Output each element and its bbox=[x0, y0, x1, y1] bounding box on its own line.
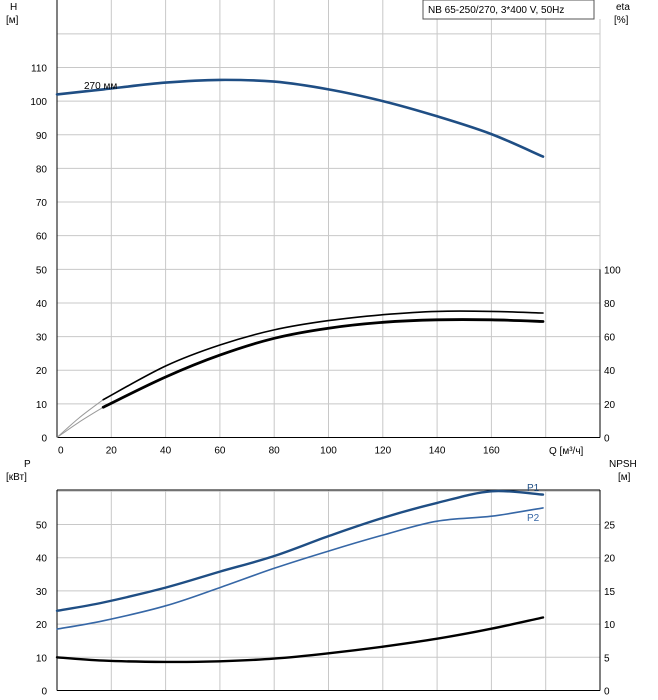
series-label-p1: P1 bbox=[527, 483, 540, 494]
top-plot-grid bbox=[56, 0, 601, 438]
q-tick-label: 40 bbox=[160, 446, 172, 457]
q-tick-label: 120 bbox=[374, 446, 391, 457]
p-axis-unit: [кВт] bbox=[6, 472, 27, 483]
h-axis-title: H bbox=[10, 2, 17, 13]
axes bbox=[56, 0, 601, 691]
q-tick-label: 0 bbox=[58, 446, 64, 457]
curves bbox=[55, 78, 545, 664]
h-tick-label: 40 bbox=[36, 299, 48, 310]
eta-tick-label: 0 bbox=[604, 434, 610, 445]
series-label-p2: P2 bbox=[527, 513, 540, 524]
eta-curve-thin bbox=[102, 310, 544, 401]
npsh-axis-title: NPSH bbox=[609, 459, 637, 470]
p-tick-label: 30 bbox=[36, 587, 48, 598]
h-tick-label: 60 bbox=[36, 232, 48, 243]
npsh-axis-unit: [м] bbox=[618, 472, 631, 483]
h-tick-label: 80 bbox=[36, 164, 48, 175]
p-tick-label: 40 bbox=[36, 554, 48, 565]
p2-curve bbox=[56, 507, 544, 630]
npsh-tick-label: 15 bbox=[604, 587, 616, 598]
eta-axis-unit: [%] bbox=[614, 15, 629, 26]
bottom-plot-grid bbox=[57, 490, 601, 691]
p1-curve bbox=[55, 489, 545, 612]
eta-tick-label: 100 bbox=[604, 265, 621, 276]
eta-lead-line bbox=[56, 406, 104, 438]
npsh-tick-label: 5 bbox=[604, 653, 610, 664]
p-tick-label: 50 bbox=[36, 521, 48, 532]
h-tick-label: 0 bbox=[41, 434, 47, 445]
h-tick-label: 100 bbox=[30, 97, 47, 108]
head-curve-270 bbox=[55, 78, 545, 158]
q-tick-label: 140 bbox=[429, 446, 446, 457]
h-tick-label: 70 bbox=[36, 198, 48, 209]
h-tick-label: 20 bbox=[36, 366, 48, 377]
h-axis-unit: [м] bbox=[6, 15, 19, 26]
eta-tick-label: 60 bbox=[604, 333, 616, 344]
axis-labels: H [м] eta [%] Q [м³/ч] P [кВт] NPSH [м] bbox=[6, 2, 637, 483]
q-tick-label: 160 bbox=[483, 446, 500, 457]
legend-box: NB 65-250/270, 3*400 V, 50Hz bbox=[422, 0, 595, 20]
p-tick-label: 0 bbox=[41, 687, 47, 698]
eta-tick-label: 80 bbox=[604, 299, 616, 310]
npsh-tick-label: 25 bbox=[604, 521, 616, 532]
p-tick-label: 10 bbox=[36, 653, 48, 664]
npsh-curve bbox=[55, 616, 545, 664]
q-tick-label: 20 bbox=[106, 446, 118, 457]
h-tick-label: 110 bbox=[31, 64, 47, 75]
q-tick-label: 80 bbox=[269, 446, 281, 457]
p-tick-label: 20 bbox=[36, 620, 48, 631]
p-axis-title: P bbox=[24, 459, 31, 470]
legend-box-text: NB 65-250/270, 3*400 V, 50Hz bbox=[428, 5, 564, 16]
eta-tick-label: 40 bbox=[604, 366, 616, 377]
h-tick-label: 50 bbox=[36, 265, 48, 276]
eta-axis-title: eta bbox=[616, 2, 630, 13]
q-tick-label: 100 bbox=[320, 446, 337, 457]
npsh-tick-label: 0 bbox=[604, 687, 610, 698]
h-tick-label: 90 bbox=[36, 131, 48, 142]
h-tick-label: 30 bbox=[36, 333, 48, 344]
eta-tick-label: 20 bbox=[604, 400, 616, 411]
h-tick-label: 10 bbox=[36, 400, 48, 411]
series-label-270: 270 мм bbox=[84, 81, 117, 92]
npsh-tick-label: 20 bbox=[604, 554, 616, 565]
npsh-tick-label: 10 bbox=[604, 620, 616, 631]
q-tick-label: 60 bbox=[214, 446, 226, 457]
q-axis-label: Q [м³/ч] bbox=[549, 446, 584, 457]
eta-curve-bold bbox=[101, 318, 545, 409]
eta-lead-line bbox=[56, 399, 104, 438]
